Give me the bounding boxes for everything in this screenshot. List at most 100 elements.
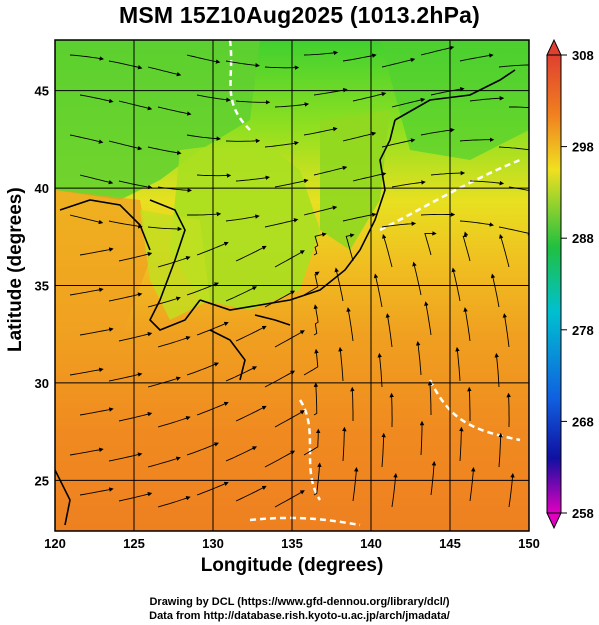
x-tick-label: 130 xyxy=(202,536,224,551)
streamline xyxy=(345,233,355,262)
map-title: MSM 15Z10Aug2025 (1013.2hPa) xyxy=(119,2,480,28)
streamline xyxy=(420,127,455,136)
colorbar-label: 298 xyxy=(572,140,594,155)
streamline xyxy=(381,138,416,148)
streamline xyxy=(469,96,505,102)
streamline xyxy=(313,165,348,176)
streamline xyxy=(157,415,191,428)
x-tick-labels: 120 125 130 135 140 145 150 xyxy=(44,536,540,551)
streamline xyxy=(196,241,229,256)
streamline xyxy=(459,137,495,142)
streamline xyxy=(385,313,393,348)
y-tick-labels: 25 30 35 40 45 xyxy=(35,84,49,489)
plot-frame xyxy=(54,39,530,532)
streamline xyxy=(377,352,383,388)
streamline xyxy=(467,386,472,421)
x-tick-label: 135 xyxy=(281,536,303,551)
streamline xyxy=(419,420,425,456)
streamline xyxy=(69,54,105,61)
streamline xyxy=(303,205,338,216)
streamline xyxy=(352,171,387,182)
streamline xyxy=(303,428,321,456)
streamline xyxy=(147,226,183,232)
colorbar-bottom-arrow xyxy=(546,512,562,530)
temperature-field xyxy=(55,40,529,531)
streamline xyxy=(469,466,476,502)
streamline xyxy=(303,50,339,56)
streamline xyxy=(498,226,529,236)
streamline xyxy=(313,232,327,256)
streamline xyxy=(274,490,305,508)
streamline xyxy=(469,180,505,186)
streamline xyxy=(373,273,383,308)
streamline xyxy=(381,57,416,68)
streamline xyxy=(264,290,296,308)
streamline xyxy=(264,141,299,148)
streamline xyxy=(381,432,386,468)
streamline xyxy=(108,220,143,229)
streamline xyxy=(303,348,319,376)
streamline xyxy=(274,178,309,188)
streamline xyxy=(108,372,143,382)
streamline xyxy=(274,410,305,428)
x-tick-label: 150 xyxy=(518,536,540,551)
y-tick-label: 30 xyxy=(35,376,49,391)
streamline xyxy=(264,450,296,468)
streamline xyxy=(498,432,503,468)
streamline xyxy=(157,255,191,268)
colorbar: 308 298 288 278 268 258 xyxy=(546,38,594,530)
credit-drawing: Drawing by DCL (https://www.gfd-dennou.o… xyxy=(149,596,450,608)
x-axis-label: Longitude (degrees) xyxy=(200,555,384,576)
streamline xyxy=(108,452,143,462)
streamline xyxy=(346,307,354,342)
streamline xyxy=(313,382,319,416)
streamline xyxy=(225,60,260,68)
streamline xyxy=(157,495,191,508)
streamline xyxy=(420,45,455,56)
streamline xyxy=(235,405,267,422)
streamline xyxy=(303,126,338,136)
streamline xyxy=(108,292,143,302)
wind-streamlines xyxy=(69,45,529,508)
streamline xyxy=(118,180,153,190)
streamline xyxy=(69,214,104,225)
x-tick-label: 120 xyxy=(44,536,66,551)
colorbar-label: 288 xyxy=(572,231,594,246)
streamline xyxy=(459,426,464,462)
streamline xyxy=(108,140,143,151)
streamline xyxy=(235,485,267,502)
streamline xyxy=(196,401,229,416)
y-tick-label: 35 xyxy=(35,279,49,294)
x-tick-label: 125 xyxy=(123,536,145,551)
streamline xyxy=(147,146,182,155)
streamline xyxy=(352,466,359,502)
streamline xyxy=(313,304,319,336)
streamline xyxy=(157,106,192,116)
streamline xyxy=(225,366,258,382)
streamline xyxy=(430,170,466,176)
streamline xyxy=(459,53,494,62)
streamline xyxy=(69,447,104,456)
streamline xyxy=(391,180,426,188)
streamline xyxy=(235,325,267,342)
streamline xyxy=(430,460,437,496)
streamline xyxy=(303,271,320,296)
streamline xyxy=(412,261,422,296)
streamline xyxy=(389,392,394,427)
streamline xyxy=(424,231,437,256)
streamline xyxy=(79,487,114,496)
streamline xyxy=(342,212,377,222)
y-tick-label: 25 xyxy=(35,473,49,488)
streamline xyxy=(79,247,114,256)
streamline xyxy=(235,175,271,182)
streamline xyxy=(415,340,422,376)
streamline xyxy=(382,233,393,268)
streamline xyxy=(424,301,432,336)
streamline xyxy=(235,100,271,105)
streamline xyxy=(225,214,260,222)
isotherms xyxy=(228,40,521,527)
streamline xyxy=(498,62,529,68)
streamline xyxy=(108,60,143,70)
streamline xyxy=(186,362,219,376)
streamline xyxy=(118,411,153,422)
